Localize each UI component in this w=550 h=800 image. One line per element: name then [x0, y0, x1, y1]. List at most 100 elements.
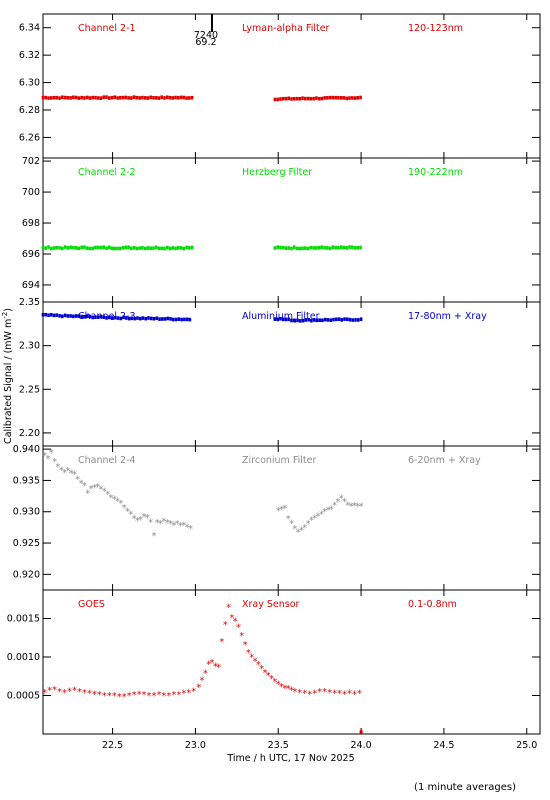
data-point [337, 317, 341, 321]
data-point [323, 317, 327, 322]
data-point: * [200, 676, 205, 687]
channel-name: GOES [78, 599, 105, 610]
data-point [190, 95, 194, 100]
data-point: * [115, 497, 120, 508]
data-point: * [82, 481, 87, 492]
wavelength-band: 0.1-0.8nm [408, 599, 457, 610]
footer-note: (1 minute averages) [414, 782, 516, 793]
data-point: * [62, 688, 67, 699]
filter-name: Zirconium Filter [242, 455, 316, 466]
data-point: * [75, 475, 80, 486]
data-point [301, 318, 305, 323]
data-point [72, 95, 75, 100]
data-point [157, 96, 161, 100]
panels: 6.26 6.28 6.30 6.32 6.34 Channel 2-1 Lyman-alp… [7, 13, 541, 735]
data-point [125, 316, 128, 320]
data-point [52, 313, 56, 318]
data-point [290, 97, 293, 101]
data-point [49, 96, 53, 100]
data-point [141, 246, 144, 250]
data-point [149, 316, 153, 321]
data-point [130, 96, 133, 100]
data-point [121, 95, 125, 100]
data-point [141, 316, 145, 320]
data-point [312, 96, 315, 101]
channel-name: Channel 2-2 [78, 167, 136, 178]
data-point [293, 318, 297, 323]
data-point: * [52, 457, 57, 468]
data-point [356, 96, 360, 100]
data-point [80, 314, 83, 319]
data-point: * [239, 631, 244, 642]
data-point [299, 319, 302, 323]
data-point [315, 96, 318, 100]
data-point [41, 245, 45, 250]
data-point [359, 95, 362, 100]
data-point [306, 96, 310, 101]
data-point [69, 314, 72, 318]
data-point [130, 246, 133, 251]
data-point: * [42, 688, 47, 699]
y-tick-label: 696 [22, 249, 40, 260]
data-point: * [85, 488, 90, 499]
data-point: * [322, 507, 327, 518]
data-point: * [312, 689, 317, 700]
panel-2: 694 696 698 700 702 Channel 2-2 Herzberg Filte… [22, 156, 541, 303]
data-point [342, 96, 346, 100]
data-point [168, 246, 172, 251]
data-point [281, 245, 285, 250]
data-point [310, 318, 313, 323]
data-point: * [172, 520, 177, 531]
data-point: * [49, 448, 54, 459]
data-point: * [128, 510, 133, 521]
data-point [105, 95, 108, 99]
y-tick-label: 2.25 [19, 384, 40, 395]
data-point [185, 96, 188, 100]
data-point [69, 96, 72, 100]
channel-name: Channel 2-1 [78, 23, 136, 34]
data-point [185, 245, 188, 250]
data-point [326, 96, 329, 100]
data-point: * [347, 689, 352, 700]
data-point: * [181, 689, 186, 700]
data-point: * [52, 685, 57, 696]
data-point [91, 315, 94, 320]
data-point: * [216, 663, 221, 674]
data-point: * [69, 468, 74, 479]
data-point [74, 95, 78, 100]
data-point [328, 95, 332, 100]
data-point [124, 245, 128, 250]
data-point: * [112, 495, 117, 506]
data-point [273, 317, 277, 321]
data-point [121, 245, 125, 250]
data-point: * [79, 478, 84, 489]
data-point [281, 96, 285, 101]
data-point [165, 245, 169, 250]
data-point [290, 246, 293, 251]
data-point: * [67, 686, 72, 697]
data-point [304, 96, 307, 101]
data-point [74, 314, 78, 318]
data-point [132, 246, 136, 250]
data-point: * [319, 510, 324, 521]
y-axis-label-main: Calibrated Signal / (mW m [3, 319, 14, 444]
x-axis: 22.5 23.0 23.5 24.0 24.5 25.0 [102, 740, 537, 751]
data-point [72, 245, 75, 250]
data-point [44, 246, 48, 250]
data-point [113, 246, 117, 251]
data-point [116, 96, 119, 100]
data-point: * [122, 692, 127, 703]
y-axis-label-sup: -2 [1, 312, 9, 319]
data-point [326, 246, 329, 250]
data-point: * [65, 466, 70, 477]
data-point [166, 316, 170, 321]
data-point [276, 317, 279, 322]
data-point [105, 316, 108, 320]
x-tick-label: 23.0 [185, 740, 206, 751]
data-point: * [345, 500, 350, 511]
data-point: * [233, 616, 238, 627]
data-point [182, 95, 186, 100]
data-point [334, 317, 338, 322]
data-point: * [282, 503, 287, 514]
data-point [296, 318, 299, 323]
